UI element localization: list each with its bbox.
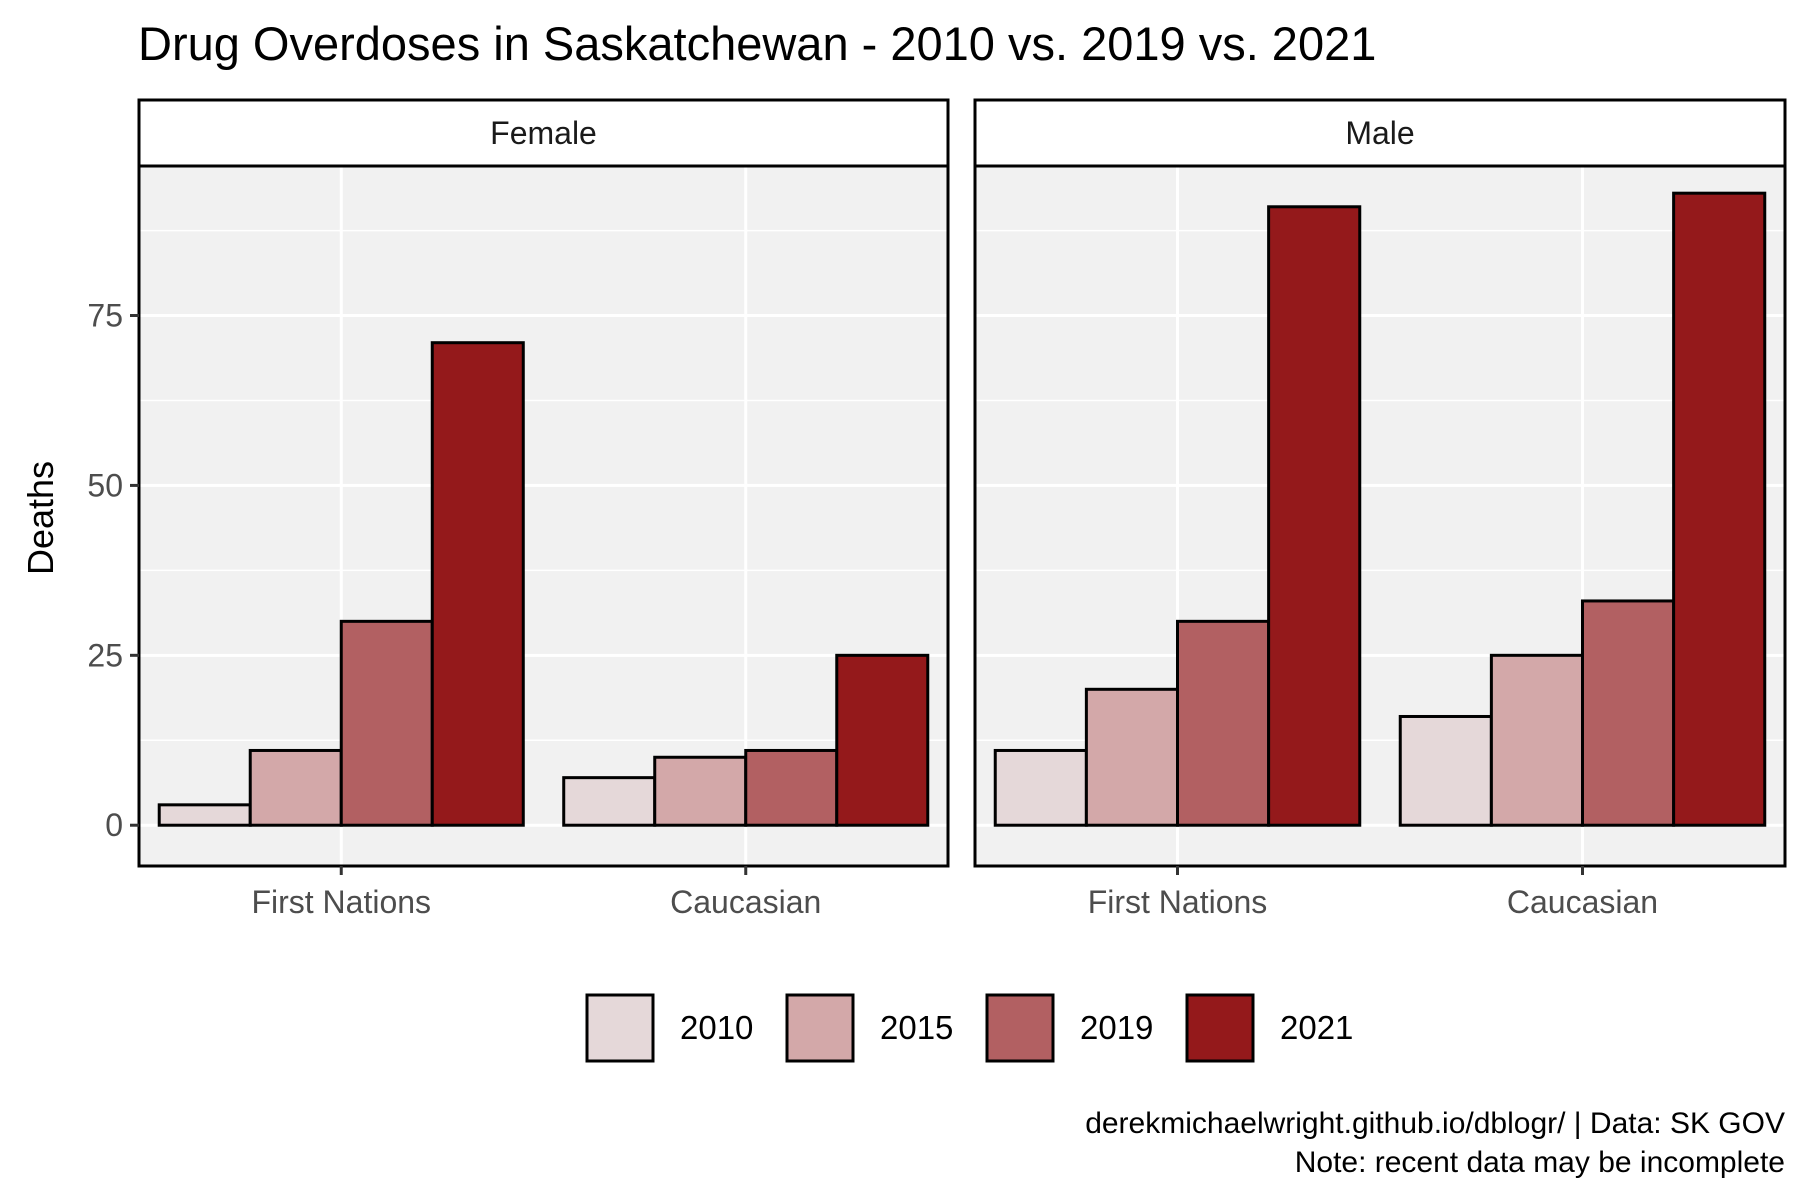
y-tick-label: 0 bbox=[105, 807, 123, 843]
legend-swatch-2015 bbox=[785, 993, 855, 1063]
caption-note: Note: recent data may be incomplete bbox=[1295, 1146, 1785, 1179]
legend-item-2010: 2010 bbox=[585, 993, 753, 1063]
bar-male-first-nations-2019 bbox=[1176, 619, 1271, 827]
x-tick-label: Caucasian bbox=[670, 884, 821, 920]
bar-female-caucasian-2019 bbox=[744, 748, 839, 827]
x-tick-label: First Nations bbox=[251, 884, 431, 920]
legend-item-2015: 2015 bbox=[785, 993, 953, 1063]
facet-strip bbox=[137, 98, 950, 168]
bar-male-first-nations-2010 bbox=[993, 748, 1088, 827]
facet-panels: Female First Nations Caucasian Male First Na… bbox=[137, 98, 1787, 920]
legend-label: 2019 bbox=[1080, 1009, 1153, 1046]
legend-swatch-2010 bbox=[585, 993, 655, 1063]
facet-panel-male: Male First Nations Caucasian bbox=[973, 98, 1787, 920]
facet-panel-female: Female First Nations Caucasian bbox=[137, 98, 950, 920]
bar-female-caucasian-2015 bbox=[653, 755, 748, 827]
y-tick-label: 25 bbox=[87, 637, 123, 673]
facet-strip-label: Female bbox=[490, 115, 597, 151]
y-axis: 0 25 50 75 bbox=[87, 298, 139, 843]
bar-male-caucasian-2010 bbox=[1398, 714, 1493, 827]
legend-label: 2021 bbox=[1280, 1009, 1353, 1046]
bar-female-first-nations-2019 bbox=[339, 619, 434, 827]
bar-female-first-nations-2021 bbox=[430, 341, 525, 827]
legend-item-2021: 2021 bbox=[1185, 993, 1353, 1063]
y-tick-label: 50 bbox=[87, 467, 123, 503]
legend-label: 2010 bbox=[680, 1009, 753, 1046]
bar-male-first-nations-2015 bbox=[1084, 687, 1179, 827]
legend-label: 2015 bbox=[880, 1009, 953, 1046]
facet-strip bbox=[973, 98, 1787, 168]
bar-male-caucasian-2015 bbox=[1489, 653, 1584, 827]
legend: 2010 2015 2019 2021 bbox=[585, 993, 1353, 1063]
caption-source: derekmichaelwright.github.io/dblogr/ | D… bbox=[1085, 1107, 1785, 1140]
bar-female-first-nations-2015 bbox=[248, 748, 343, 827]
facet-strip-label: Male bbox=[1345, 115, 1414, 151]
bar-male-caucasian-2019 bbox=[1581, 599, 1676, 827]
bar-female-caucasian-2021 bbox=[835, 653, 930, 827]
y-tick-label: 75 bbox=[87, 298, 123, 334]
x-tick-label: First Nations bbox=[1088, 884, 1268, 920]
legend-swatch-2021 bbox=[1185, 993, 1255, 1063]
bar-male-first-nations-2021 bbox=[1267, 205, 1362, 827]
legend-swatch-2019 bbox=[985, 993, 1055, 1063]
bar-female-caucasian-2010 bbox=[562, 776, 657, 827]
legend-item-2019: 2019 bbox=[985, 993, 1153, 1063]
x-tick-label: Caucasian bbox=[1507, 884, 1658, 920]
bar-male-caucasian-2021 bbox=[1672, 191, 1767, 827]
chart-title: Drug Overdoses in Saskatchewan - 2010 vs… bbox=[138, 17, 1376, 70]
bar-female-first-nations-2010 bbox=[157, 803, 252, 827]
y-axis-label: Deaths bbox=[20, 461, 61, 575]
